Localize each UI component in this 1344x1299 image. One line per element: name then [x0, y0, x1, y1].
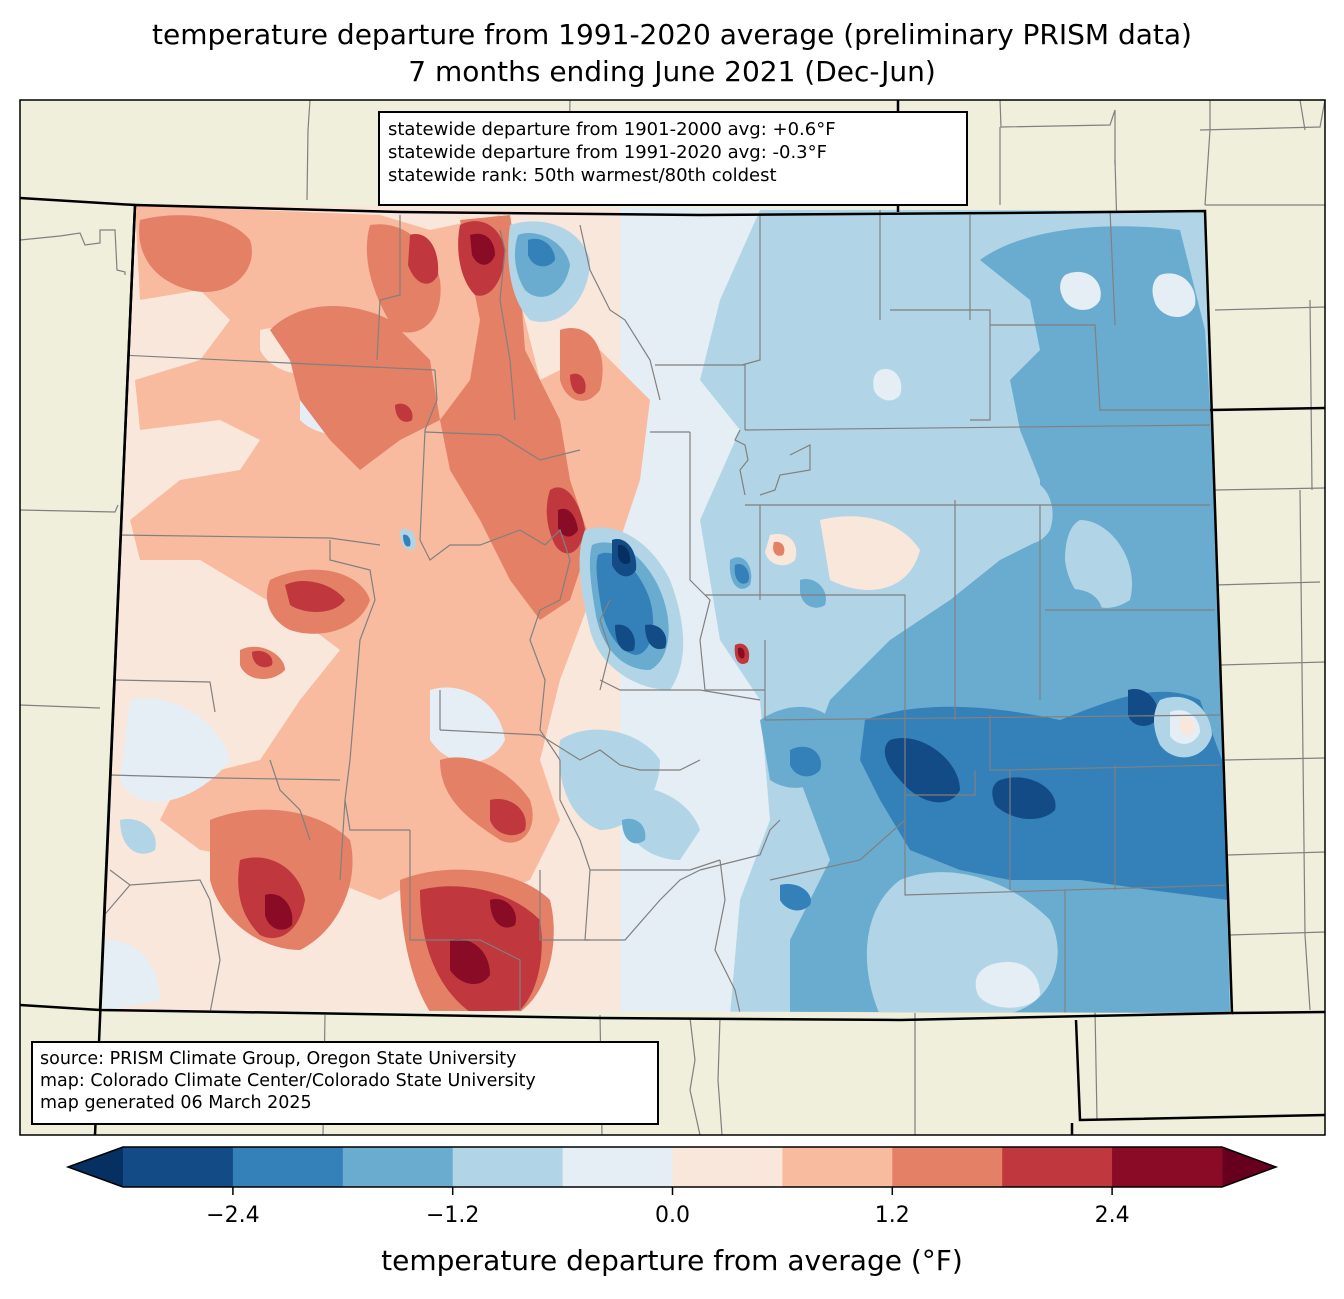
stats-line-rank: statewide rank: 50th warmest/80th coldes… — [388, 165, 777, 186]
map-credit-line: map: Colorado Climate Center/Colorado St… — [40, 1071, 536, 1091]
colorbar-segment — [892, 1147, 1003, 1187]
colorbar-segment — [1112, 1147, 1223, 1187]
colorbar-over-extension — [1222, 1147, 1276, 1187]
colorbar-under-extension — [68, 1147, 123, 1187]
county-lines — [100, 209, 1231, 1013]
colorbar-segment — [672, 1147, 783, 1187]
colorbar-tick-label: 0.0 — [655, 1203, 690, 1228]
colorbar-label: temperature departure from average (°F) — [381, 1244, 963, 1277]
stats-line-1901-2000: statewide departure from 1901-2000 avg: … — [388, 119, 836, 140]
colorbar-tick-label: 2.4 — [1094, 1203, 1130, 1228]
colorbar — [65, 1146, 1279, 1195]
colorbar-segment — [1002, 1147, 1113, 1187]
state-borders — [20, 100, 1325, 1135]
colorbar-tick-label: 1.2 — [874, 1203, 910, 1228]
colorbar-outline — [65, 1146, 1279, 1188]
colorbar-tick-label: −1.2 — [425, 1203, 480, 1228]
colorbar-tick-label: −2.4 — [206, 1203, 260, 1228]
source-line: source: PRISM Climate Group, Oregon Stat… — [40, 1049, 517, 1069]
map-frame — [19, 99, 1326, 1136]
map-title: temperature departure from 1991-2020 ave… — [152, 18, 1192, 51]
colorbar-segment — [782, 1147, 893, 1187]
colorbar-segment — [452, 1147, 564, 1187]
colorbar-segment — [562, 1147, 673, 1187]
statewide-stats-box: statewide departure from 1901-2000 avg: … — [378, 111, 968, 206]
generated-date-line: map generated 06 March 2025 — [40, 1093, 312, 1113]
stats-line-1991-2020: statewide departure from 1991-2020 avg: … — [388, 142, 827, 163]
temperature-field — [100, 205, 1232, 1013]
colorbar-segment — [232, 1147, 344, 1187]
source-box: source: PRISM Climate Group, Oregon Stat… — [31, 1041, 659, 1125]
colorbar-segment — [123, 1147, 234, 1187]
colorbar-segment — [342, 1147, 454, 1187]
map-subtitle: 7 months ending June 2021 (Dec-Jun) — [408, 55, 936, 88]
